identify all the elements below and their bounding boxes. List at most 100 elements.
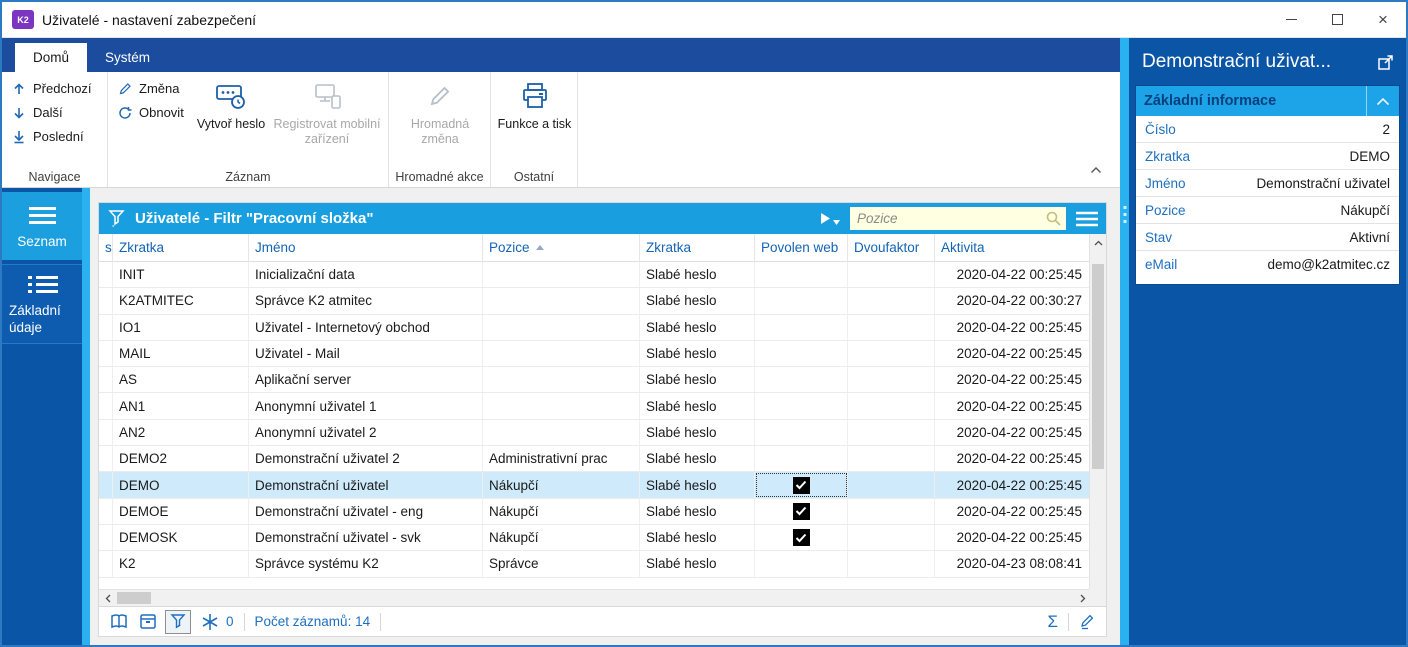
collapse-card-button[interactable]	[1366, 86, 1399, 116]
register-mobile-button[interactable]: Registrovat mobilní zařízení	[271, 78, 383, 147]
cell-povolen-web[interactable]	[755, 262, 848, 288]
ribbon-collapse-button[interactable]	[1090, 161, 1102, 179]
cell-aktivita[interactable]: 2020-04-22 00:25:45	[935, 393, 1091, 419]
sum-button[interactable]: Σ	[1047, 611, 1058, 631]
cell-zkratka[interactable]: AN1	[113, 393, 249, 419]
cell-select[interactable]	[99, 498, 113, 524]
cell-aktivita[interactable]: 2020-04-22 00:25:45	[935, 262, 1091, 288]
cell-zkratka[interactable]: DEMOE	[113, 498, 249, 524]
cell-pozice[interactable]	[483, 340, 640, 367]
table-row[interactable]: AS Aplikační server Slabé heslo 2020-04-…	[99, 367, 1091, 394]
book-view-icon[interactable]	[109, 613, 129, 630]
cell-pozice[interactable]	[483, 419, 640, 446]
cell-jmeno[interactable]: Demonstrační uživatel - eng	[249, 498, 483, 524]
open-external-icon[interactable]	[1377, 54, 1394, 71]
cell-zkratka[interactable]: DEMOSK	[113, 524, 249, 551]
cell-zkratka[interactable]: K2	[113, 551, 249, 577]
cell-povolen-web[interactable]	[755, 446, 848, 472]
column-header[interactable]: s	[99, 234, 113, 261]
table-row[interactable]: MAIL Uživatel - Mail Slabé heslo 2020-04…	[99, 340, 1091, 368]
cell-select[interactable]	[99, 262, 113, 288]
cell-select[interactable]	[99, 314, 113, 340]
cell-jmeno[interactable]: Aplikační server	[249, 367, 483, 393]
bulk-change-button[interactable]: Hromadná změna	[393, 78, 487, 147]
grid-caption-bar[interactable]: Uživatelé - Filtr "Pracovní složka"	[99, 203, 1106, 234]
cell-select[interactable]	[99, 524, 113, 551]
cell-zkratka-heslo[interactable]: Slabé heslo	[640, 262, 755, 288]
function-print-button[interactable]: Funkce a tisk	[493, 78, 576, 132]
next-button[interactable]: Další	[12, 105, 63, 120]
refresh-button[interactable]: Obnovit	[118, 105, 184, 120]
cell-zkratka-heslo[interactable]: Slabé heslo	[640, 524, 755, 551]
maximize-button[interactable]	[1314, 2, 1360, 37]
column-header[interactable]: Dvoufaktor	[848, 234, 935, 261]
basic-info-card-header[interactable]: Základní informace	[1136, 86, 1399, 116]
cell-dvoufaktor[interactable]	[848, 472, 935, 498]
cell-dvoufaktor[interactable]	[848, 551, 935, 577]
cell-povolen-web[interactable]	[755, 551, 848, 577]
cell-zkratka-heslo[interactable]: Slabé heslo	[640, 367, 755, 393]
cell-dvoufaktor[interactable]	[848, 524, 935, 551]
cell-aktivita[interactable]: 2020-04-22 00:25:45	[935, 446, 1091, 472]
cell-zkratka[interactable]: DEMO	[113, 472, 249, 498]
table-row[interactable]: DEMOSK Demonstrační uživatel - svk Nákup…	[99, 524, 1091, 552]
scroll-up-icon[interactable]	[1090, 234, 1106, 251]
cell-zkratka-heslo[interactable]: Slabé heslo	[640, 446, 755, 472]
cell-jmeno[interactable]: Správce systému K2	[249, 551, 483, 577]
table-row[interactable]: K2ATMITEC Správce K2 atmitec Slabé heslo…	[99, 288, 1091, 315]
edit-pencil-icon[interactable]	[1079, 613, 1096, 630]
table-row[interactable]: K2 Správce systému K2 Správce Slabé hesl…	[99, 551, 1091, 578]
info-field-row[interactable]: Jméno Demonstrační uživatel	[1136, 170, 1399, 197]
cell-povolen-web[interactable]	[755, 367, 848, 393]
cell-zkratka[interactable]: MAIL	[113, 340, 249, 367]
run-filter-button[interactable]	[820, 212, 840, 225]
cell-povolen-web[interactable]	[755, 288, 848, 314]
cell-pozice[interactable]	[483, 262, 640, 288]
cell-pozice[interactable]	[483, 314, 640, 340]
cell-select[interactable]	[99, 551, 113, 577]
cell-povolen-web[interactable]	[755, 498, 848, 524]
cell-pozice[interactable]: Administrativní prac	[483, 446, 640, 472]
panel-splitter[interactable]	[1120, 38, 1129, 645]
cell-zkratka-heslo[interactable]: Slabé heslo	[640, 419, 755, 446]
cell-jmeno[interactable]: Uživatel - Mail	[249, 340, 483, 367]
column-header[interactable]: Zkratka	[113, 234, 249, 261]
table-row[interactable]: IO1 Uživatel - Internetový obchod Slabé …	[99, 314, 1091, 341]
cell-povolen-web[interactable]	[755, 419, 848, 446]
cell-zkratka-heslo[interactable]: Slabé heslo	[640, 498, 755, 524]
table-row[interactable]: DEMO Demonstrační uživatel Nákupčí Slabé…	[99, 472, 1091, 499]
cell-zkratka-heslo[interactable]: Slabé heslo	[640, 551, 755, 577]
archive-box-icon[interactable]	[139, 613, 157, 630]
column-header[interactable]: Pozice	[483, 234, 640, 261]
previous-button[interactable]: Předchozí	[12, 81, 92, 96]
cell-dvoufaktor[interactable]	[848, 367, 935, 393]
cell-povolen-web[interactable]	[755, 524, 848, 551]
cell-jmeno[interactable]: Inicializační data	[249, 262, 483, 288]
close-button[interactable]: ×	[1360, 2, 1406, 37]
filter-funnel-icon[interactable]	[108, 209, 127, 228]
cell-aktivita[interactable]: 2020-04-22 00:30:27	[935, 288, 1091, 314]
cell-aktivita[interactable]: 2020-04-22 00:25:45	[935, 524, 1091, 551]
info-field-row[interactable]: eMail demo@k2atmitec.cz	[1136, 251, 1399, 278]
cell-aktivita[interactable]: 2020-04-22 00:25:45	[935, 340, 1091, 367]
checkbox-checked-icon[interactable]	[792, 502, 810, 520]
cell-select[interactable]	[99, 472, 113, 498]
search-icon[interactable]	[1045, 210, 1062, 232]
column-header[interactable]: Jméno	[249, 234, 483, 261]
column-header[interactable]: Aktivita	[935, 234, 1091, 261]
cell-pozice[interactable]	[483, 393, 640, 419]
cell-jmeno[interactable]: Správce K2 atmitec	[249, 288, 483, 314]
cell-zkratka[interactable]: K2ATMITEC	[113, 288, 249, 314]
column-header[interactable]: Povolen web	[755, 234, 848, 261]
info-field-row[interactable]: Číslo 2	[1136, 116, 1399, 143]
table-row[interactable]: AN1 Anonymní uživatel 1 Slabé heslo 2020…	[99, 393, 1091, 420]
cell-povolen-web[interactable]	[755, 340, 848, 367]
sidebar-item-seznam[interactable]: Seznam	[2, 192, 82, 260]
checkbox-checked-icon[interactable]	[792, 529, 810, 547]
cell-dvoufaktor[interactable]	[848, 314, 935, 340]
cell-zkratka-heslo[interactable]: Slabé heslo	[640, 314, 755, 340]
create-password-button[interactable]: Vytvoř heslo	[196, 78, 266, 132]
vertical-scroll-thumb[interactable]	[1092, 264, 1104, 469]
cell-zkratka[interactable]: AN2	[113, 419, 249, 446]
cell-jmeno[interactable]: Anonymní uživatel 1	[249, 393, 483, 419]
